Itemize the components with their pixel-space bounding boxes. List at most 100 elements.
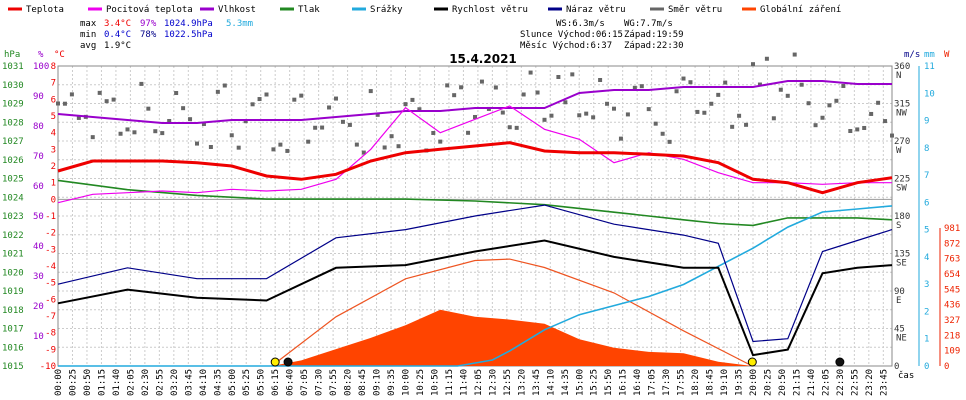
- x-tick-label: 17:55: [677, 369, 687, 396]
- tick-hpa: 1020: [2, 268, 24, 278]
- series-wind-direction-point: [299, 93, 304, 98]
- series-wind-direction-point: [813, 123, 818, 128]
- tick-direction: 90: [894, 287, 905, 297]
- tick-radiation: 981: [944, 224, 960, 234]
- series-wind-direction-point: [500, 110, 505, 115]
- series-wind-direction-point: [612, 106, 616, 111]
- sunset-marker: [747, 357, 757, 367]
- stat-min-temp: 0.4°C: [104, 30, 131, 40]
- tick-hpa: 1026: [2, 156, 24, 166]
- x-tick-label: 18:45: [706, 369, 716, 396]
- x-tick-label: 09:10: [373, 369, 383, 396]
- tick-temp: -3: [45, 245, 56, 255]
- tick-hpa: 1022: [2, 231, 24, 241]
- tick-direction: 315: [894, 100, 910, 110]
- x-tick-label: 15:25: [590, 369, 600, 396]
- tick-radiation: 763: [944, 255, 960, 265]
- tick-humidity: 30: [33, 272, 44, 282]
- x-tick-label: 21:40: [807, 369, 817, 396]
- info-moonset: Západ:22:30: [624, 41, 684, 51]
- stat-label: max: [80, 19, 97, 29]
- x-tick-label: 12:55: [503, 369, 513, 396]
- x-tick-label: 16:40: [633, 369, 643, 396]
- stat-label: avg: [80, 41, 96, 51]
- series-wind-direction-point: [848, 129, 853, 134]
- legend: Teplota Pocitová teplota Vlhkost Tlak Srážky…: [8, 5, 841, 15]
- series-wind-direction-point: [764, 56, 769, 61]
- tick-hpa: 1015: [2, 362, 24, 372]
- tick-humidity: 20: [33, 302, 44, 312]
- series-wind-direction-point: [153, 129, 158, 134]
- tick-wind: 4: [924, 253, 929, 263]
- tick-radiation: 327: [944, 316, 960, 326]
- series-wind-direction-point: [208, 144, 213, 149]
- tick-temp: -7: [45, 312, 56, 322]
- series-wind-direction-point: [389, 134, 394, 139]
- info-sunset: Západ:19:59: [624, 30, 684, 40]
- tick-temp: 4: [51, 129, 56, 139]
- tick-temp: 7: [51, 79, 56, 89]
- series-wind-direction-point: [744, 122, 749, 127]
- moonrise-marker: [283, 357, 293, 367]
- series-wind-direction-point: [855, 127, 860, 132]
- x-tick-label: 07:30: [315, 369, 325, 396]
- x-tick-label: 02:55: [155, 369, 165, 396]
- series-wind-direction-point: [382, 145, 387, 150]
- series-wind-direction-point: [118, 131, 123, 136]
- series-wind-direction-point: [695, 109, 700, 114]
- axis-unit-wind: m/s: [904, 50, 920, 60]
- series-wind-direction-point: [97, 90, 102, 95]
- series-wind-direction-point: [459, 85, 464, 90]
- x-tick-label: 03:20: [170, 369, 180, 396]
- x-tick-label: 02:30: [141, 369, 151, 396]
- series-wind-direction-point: [598, 78, 603, 83]
- tick-wind: 10: [924, 89, 935, 99]
- series-wind-direction-point: [660, 131, 665, 136]
- tick-radiation: 0: [944, 362, 949, 372]
- series-wind-direction-point: [452, 93, 457, 98]
- series-wind-direction-point: [751, 62, 755, 67]
- tick-hpa: 1017: [2, 325, 24, 335]
- x-tick-label: 15:50: [604, 369, 614, 396]
- tick-hpa: 1027: [2, 137, 24, 147]
- series-wind-speed: [57, 239, 893, 357]
- x-tick-label: 01:40: [112, 369, 122, 396]
- series-wind-direction-point: [563, 100, 568, 105]
- series-wind-direction-point: [584, 111, 589, 116]
- tick-direction-label: SE: [896, 259, 907, 269]
- x-tick-label: 20:00: [749, 369, 759, 396]
- x-tick-label: 13:20: [517, 369, 527, 396]
- series-wind-direction-point: [535, 90, 540, 95]
- series-wind-direction-point: [778, 87, 783, 92]
- tick-hpa: 1031: [2, 62, 24, 72]
- series-wind-direction-point: [806, 101, 811, 106]
- tick-humidity: 60: [33, 182, 44, 192]
- series-wind-direction-point: [834, 98, 839, 103]
- x-tick-label: 19:35: [735, 369, 745, 396]
- legend-label: Pocitová teplota: [106, 5, 193, 15]
- tick-humidity: 100: [33, 62, 49, 72]
- x-tick-label: 04:35: [213, 369, 223, 396]
- tick-direction: 45: [894, 325, 905, 335]
- x-tick-label: 12:30: [488, 369, 498, 396]
- series-wind-direction-point: [417, 107, 422, 112]
- chart-title: 15.4.2021: [449, 52, 517, 66]
- series-radiation-area: [271, 309, 753, 366]
- x-tick-label: 10:00: [402, 369, 412, 396]
- series-wind-direction-point: [771, 116, 776, 121]
- x-tick-label: 21:15: [792, 369, 802, 396]
- tick-direction-label: N: [896, 71, 901, 81]
- tick-hpa: 1021: [2, 250, 24, 260]
- x-tick-label: 01:15: [97, 369, 107, 396]
- series-wind-gust: [57, 204, 893, 343]
- x-tick-label: 05:50: [257, 369, 267, 396]
- series-wind-direction-point: [514, 125, 519, 130]
- series-wind-direction-point: [605, 101, 610, 106]
- series-wind-direction-point: [820, 115, 825, 120]
- legend-label: Směr větru: [668, 5, 722, 15]
- series-clear-sky-radiation: [271, 258, 753, 367]
- series-wind-direction-point: [709, 101, 714, 106]
- tick-temp: -1: [45, 212, 56, 222]
- series-wind-direction-point: [264, 92, 269, 97]
- series-wind-direction-point: [62, 101, 67, 106]
